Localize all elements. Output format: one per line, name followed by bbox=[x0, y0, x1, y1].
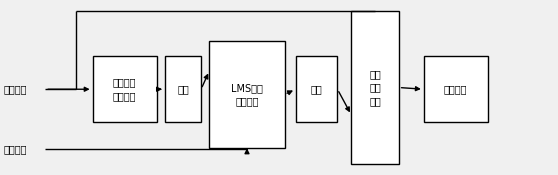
Bar bbox=[209, 41, 285, 148]
Bar bbox=[165, 56, 201, 122]
Text: 误差信号: 误差信号 bbox=[3, 144, 27, 154]
Text: 参考信号: 参考信号 bbox=[3, 84, 27, 94]
Bar bbox=[93, 56, 157, 122]
Text: 相乘
再取
实部: 相乘 再取 实部 bbox=[369, 69, 381, 106]
Bar bbox=[424, 56, 488, 122]
Bar bbox=[296, 56, 338, 122]
Bar bbox=[352, 11, 398, 164]
Text: 次级通道
估计模型: 次级通道 估计模型 bbox=[113, 78, 136, 101]
Text: 权值: 权值 bbox=[311, 84, 323, 94]
Text: LMS自适
应滤波器: LMS自适 应滤波器 bbox=[231, 83, 263, 106]
Text: 控制电压: 控制电压 bbox=[444, 84, 468, 94]
Text: 共轭: 共轭 bbox=[177, 84, 189, 94]
